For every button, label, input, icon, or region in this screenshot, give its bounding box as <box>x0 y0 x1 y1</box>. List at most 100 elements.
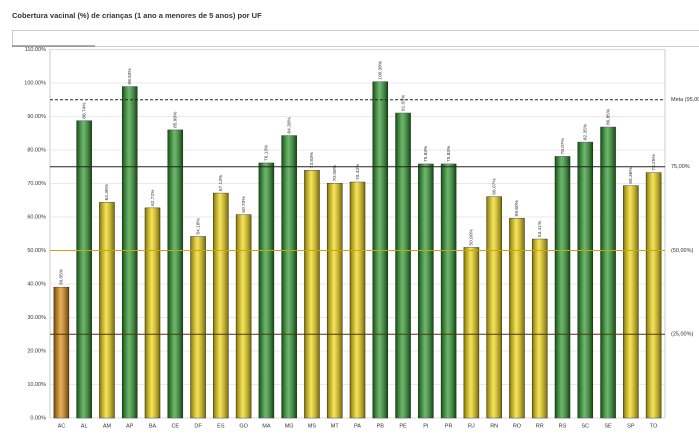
value-label: 78.07% <box>560 137 566 154</box>
y-tick-label: 30.00% <box>27 315 46 321</box>
y-tick-label: 50.00% <box>27 248 46 254</box>
value-label: 59.60% <box>514 199 520 216</box>
value-label: 75.83% <box>423 145 429 162</box>
value-label: 98.93% <box>127 68 133 85</box>
y-tick-label: 110.00% <box>25 47 46 53</box>
value-label: 53.41% <box>537 220 543 237</box>
x-tick-label: MG <box>285 423 294 429</box>
value-label: 100.38% <box>378 60 384 80</box>
x-tick-label: RN <box>490 423 498 429</box>
y-tick-label: 70.00% <box>27 181 46 187</box>
bar <box>372 81 389 419</box>
value-label: 73.93% <box>309 151 315 168</box>
bar <box>76 120 92 419</box>
x-tick-label: RS <box>559 423 567 429</box>
bar <box>281 135 297 419</box>
bar <box>121 86 138 419</box>
y-tick-label: 80.00% <box>27 147 46 153</box>
y-tick-label: 90.00% <box>27 114 46 120</box>
value-label: 50.90% <box>469 228 475 245</box>
x-tick-label: RJ <box>468 423 475 429</box>
bar <box>486 196 502 419</box>
x-tick-label: AC <box>58 423 66 429</box>
bar <box>326 182 343 419</box>
chart-title: Cobertura vacinal (%) de crianças (1 ano… <box>12 11 262 20</box>
x-tick-label: MT <box>331 423 340 429</box>
bar <box>213 192 229 419</box>
value-label: 85.99% <box>173 111 179 128</box>
bar <box>645 172 662 419</box>
x-tick-label: SC <box>581 423 589 429</box>
bar <box>144 207 161 419</box>
bar <box>600 126 616 419</box>
x-tick-label: PR <box>445 423 453 429</box>
reference-label: 75,00% <box>671 164 690 170</box>
reference-label: Meta (95,00%) <box>671 97 699 103</box>
value-label: 76.13% <box>264 144 270 161</box>
value-label: 86.85% <box>605 108 611 125</box>
x-tick-label: MA <box>262 423 271 429</box>
x-tick-label: GO <box>239 423 248 429</box>
value-label: 66.07% <box>491 178 497 195</box>
value-label: 54.18% <box>195 217 201 234</box>
value-label: 75.83% <box>446 145 452 162</box>
x-tick-label: AM <box>103 423 112 429</box>
x-tick-label: MS <box>308 423 317 429</box>
x-tick-label: AP <box>126 423 134 429</box>
value-label: 70.08% <box>332 164 338 181</box>
bar <box>167 129 184 419</box>
value-label: 84.30% <box>286 117 292 134</box>
value-label: 60.70% <box>241 196 247 213</box>
x-tick-label: RO <box>513 423 522 429</box>
bar <box>190 236 206 419</box>
reference-label: (25,00%) <box>671 332 693 338</box>
bar <box>395 112 411 419</box>
x-tick-label: DF <box>194 423 202 429</box>
value-label: 69.36% <box>628 167 634 184</box>
y-tick-label: 20.00% <box>27 348 46 354</box>
bar <box>531 238 548 419</box>
x-tick-label: SE <box>604 423 612 429</box>
header-box <box>12 30 699 47</box>
bar <box>463 247 480 419</box>
bar <box>440 163 457 419</box>
bar <box>99 202 115 419</box>
x-tick-label: SP <box>627 423 635 429</box>
value-label: 91.03% <box>400 94 406 111</box>
x-tick-label: TO <box>650 423 658 429</box>
x-tick-label: RR <box>536 423 544 429</box>
value-label: 39.05% <box>59 268 65 285</box>
x-tick-label: BA <box>149 423 157 429</box>
x-tick-label: CE <box>171 423 179 429</box>
bar <box>235 214 252 419</box>
value-label: 73.25% <box>651 154 657 171</box>
x-tick-label: PA <box>354 423 361 429</box>
reference-label: (50,00%) <box>671 248 693 254</box>
bar <box>258 162 275 419</box>
y-tick-label: 10.00% <box>27 382 46 388</box>
bar <box>53 286 70 419</box>
value-label: 82.35% <box>583 123 589 140</box>
x-tick-label: PB <box>377 423 385 429</box>
bar <box>418 163 434 419</box>
bar <box>509 218 525 419</box>
bar <box>349 181 366 419</box>
x-tick-label: PI <box>423 423 429 429</box>
x-tick-label: ES <box>217 423 225 429</box>
value-label: 64.36% <box>104 183 110 200</box>
value-label: 88.74% <box>81 102 87 119</box>
bar <box>304 170 320 419</box>
x-tick-label: AL <box>81 423 88 429</box>
value-label: 62.72% <box>150 189 156 206</box>
y-tick-label: 60.00% <box>27 214 46 220</box>
bar <box>623 185 639 419</box>
bar <box>577 141 594 419</box>
value-label: 70.43% <box>355 163 361 180</box>
bar <box>554 156 571 419</box>
value-label: 67.13% <box>218 174 224 191</box>
y-tick-label: 40.00% <box>27 281 46 287</box>
x-tick-label: PE <box>399 423 407 429</box>
y-tick-label: 0.00% <box>30 415 46 421</box>
y-tick-label: 100.00% <box>24 80 46 86</box>
